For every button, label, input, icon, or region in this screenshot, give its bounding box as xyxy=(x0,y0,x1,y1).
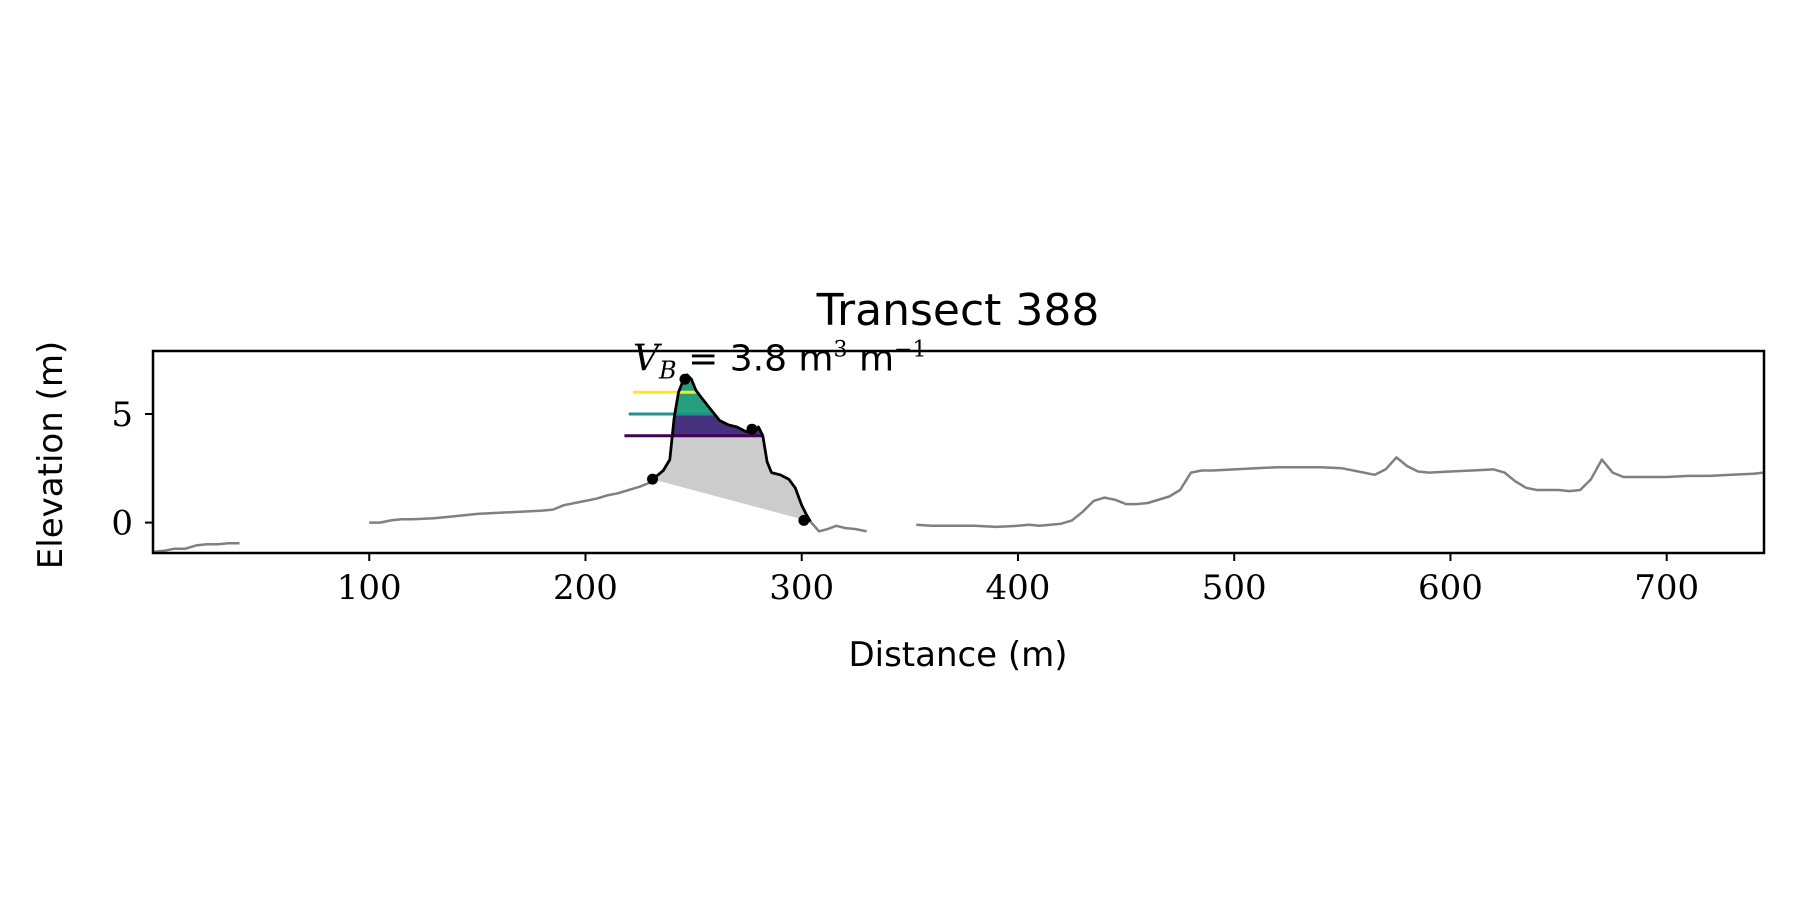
x-tick-label-600: 600 xyxy=(1418,568,1483,608)
profile-line-2 xyxy=(809,520,867,533)
x-tick-label-100: 100 xyxy=(337,568,402,608)
x-tick-label-200: 200 xyxy=(553,568,618,608)
y-axis-label: Elevation (m) xyxy=(31,341,71,569)
annot-var: V xyxy=(633,339,663,380)
dune-volume-fill xyxy=(652,374,811,522)
plot-area xyxy=(152,373,1765,554)
volume-annotation-text: VB = 3.8 m3 m−1 xyxy=(633,338,926,385)
dune-marker-1 xyxy=(679,373,691,385)
dune-marker-0 xyxy=(647,473,659,485)
annot-value: = 3.8 m xyxy=(677,339,834,380)
x-tick-label-700: 700 xyxy=(1634,568,1699,608)
x-tick-label-500: 500 xyxy=(1202,568,1267,608)
annot-subscript: B xyxy=(658,357,677,385)
x-tick-label-300: 300 xyxy=(769,568,834,608)
profile-line-1 xyxy=(369,478,658,524)
axes-frame xyxy=(151,349,1766,555)
y-tick-label-0: 0 xyxy=(111,504,133,544)
chart-title: Transect 388 xyxy=(816,285,1100,336)
volume-annotation: VB = 3.8 m3 m−1 xyxy=(633,338,926,385)
dune-marker-3 xyxy=(798,514,810,526)
x-axis-label: Distance (m) xyxy=(848,635,1067,675)
x-tick-label-400: 400 xyxy=(986,568,1051,608)
profile-line-0 xyxy=(152,541,240,554)
profile-line-3 xyxy=(916,456,1765,529)
dune-marker-2 xyxy=(746,423,758,435)
axis-ticks: 100 200 300 400 500 600 700 0 5 xyxy=(111,395,1699,608)
y-tick-label-5: 5 xyxy=(111,395,133,435)
annot-unit2: m xyxy=(848,339,895,380)
dune-profile-line xyxy=(651,373,812,523)
